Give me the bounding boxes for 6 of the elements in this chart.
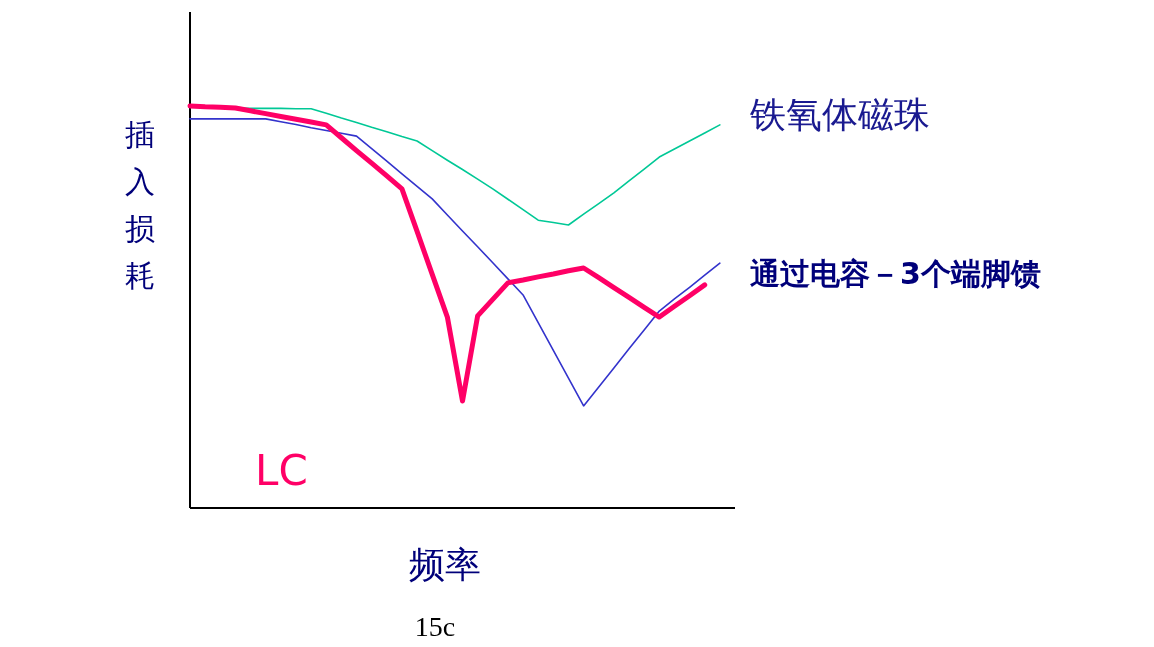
y-axis-title: 插入损耗 [125, 117, 155, 293]
series-label: 通过电容－3个端脚馈 [750, 255, 1041, 291]
series-label: 铁氧体磁珠 [749, 93, 930, 135]
text: LC [255, 445, 308, 495]
text: 15c [414, 611, 456, 643]
x-axis-title: 频率 [409, 544, 481, 585]
